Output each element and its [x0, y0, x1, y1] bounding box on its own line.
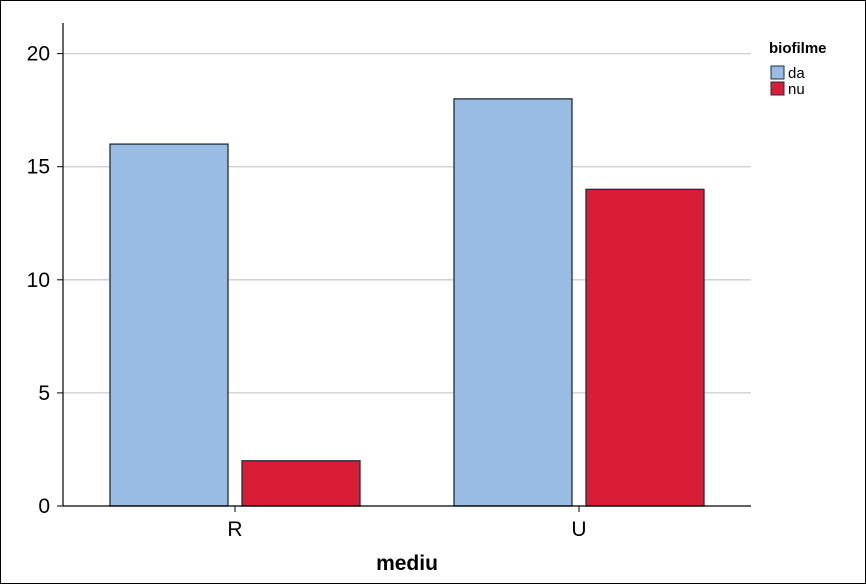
y-tick-label: 0 [38, 495, 50, 518]
bar-U-da [453, 98, 573, 507]
y-tick-label: 15 [27, 156, 50, 179]
legend-swatch-nu [770, 81, 785, 96]
legend-swatch-da [770, 65, 785, 80]
legend-label: nu [788, 81, 805, 98]
x-axis-title: mediu [376, 552, 438, 575]
bar-R-da [109, 143, 229, 507]
bar-R-nu [241, 460, 361, 507]
legend-label: da [788, 65, 805, 82]
x-tick-label: U [571, 518, 586, 541]
axes [62, 23, 751, 507]
legend-title: biofilme [769, 40, 827, 57]
y-tick-label: 5 [38, 382, 50, 405]
y-tick-labels: 0 5 10 15 20 [27, 43, 63, 518]
bar-U-nu [585, 188, 705, 507]
bars [109, 98, 705, 507]
x-tick-label: R [227, 518, 242, 541]
y-tick-label: 20 [27, 43, 50, 66]
y-tick-label: 10 [27, 269, 50, 292]
